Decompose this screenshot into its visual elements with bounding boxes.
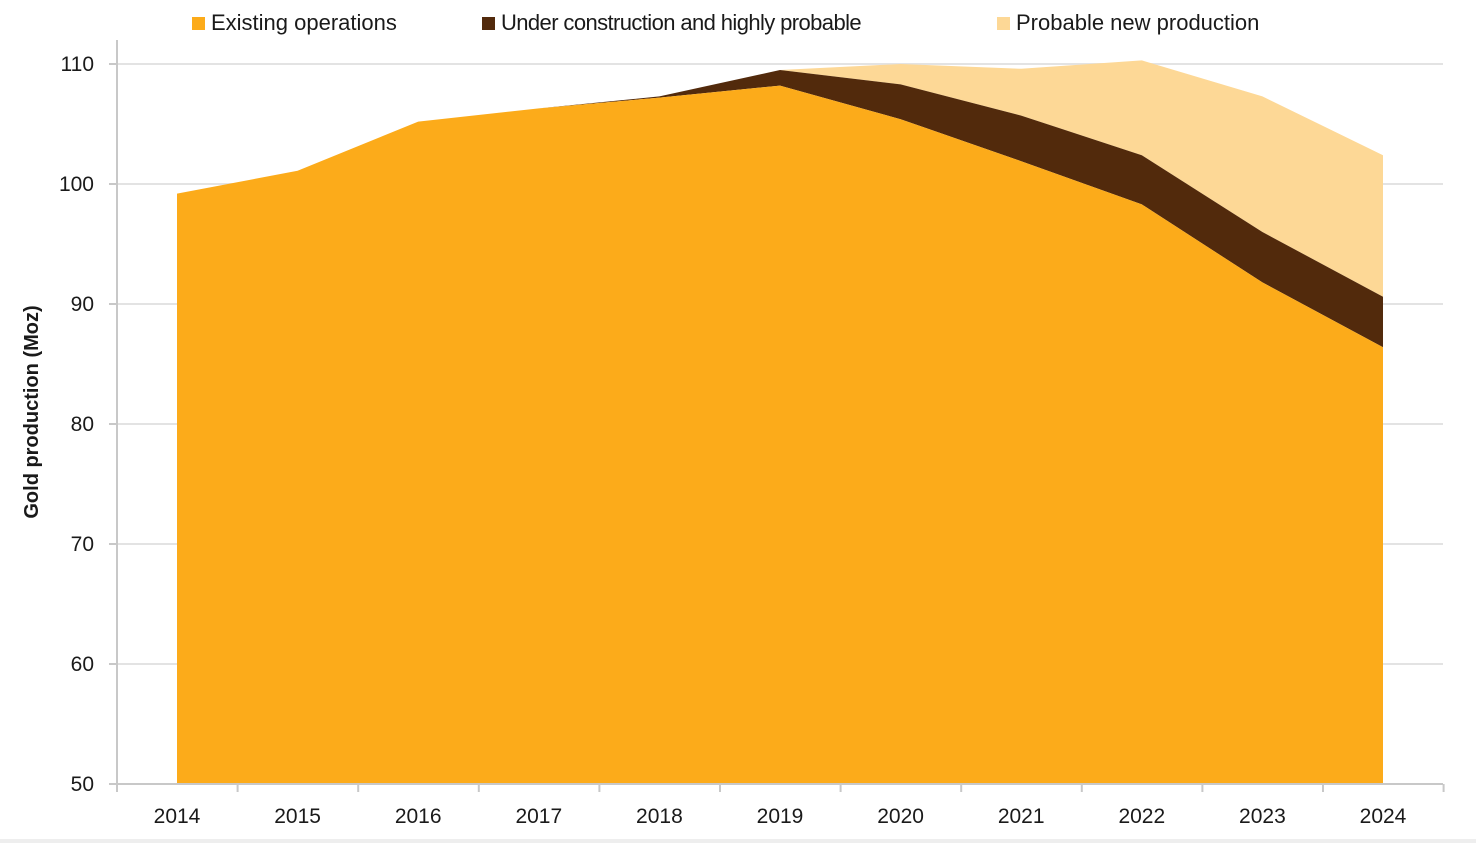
area-series-probable-new-production xyxy=(177,60,1383,297)
legend-item-existing-operations: Existing operations xyxy=(192,10,397,36)
x-tick-label: 2019 xyxy=(757,805,804,828)
x-tick-label: 2022 xyxy=(1118,805,1165,828)
x-tick-label: 2024 xyxy=(1360,805,1407,828)
x-tick-label: 2023 xyxy=(1239,805,1286,828)
area-series-existing-operations xyxy=(177,85,1383,785)
y-tick-label: 70 xyxy=(71,533,94,556)
y-tick-labels: 50 60 70 80 90 100 110 xyxy=(59,53,94,796)
legend: Existing operations Under construction a… xyxy=(0,10,1476,40)
legend-swatch-probable-new xyxy=(997,16,1010,30)
x-tick-label: 2017 xyxy=(515,805,562,828)
legend-label: Under construction and highly probable xyxy=(501,10,862,35)
legend-item-under-construction: Under construction and highly probable xyxy=(482,10,862,36)
stacked-areas xyxy=(177,60,1383,785)
legend-label: Probable new production xyxy=(1016,10,1260,35)
area-series-under-construction-and-highly-probable xyxy=(177,70,1383,348)
y-tick-label: 80 xyxy=(71,413,94,436)
axes xyxy=(116,40,1445,792)
y-axis-title: Gold production (Moz) xyxy=(21,305,43,518)
x-tick-labels: 2014 2015 2016 2017 2018 2019 2020 2021 2022 2023… xyxy=(154,805,1407,828)
x-tick-label: 2016 xyxy=(395,805,442,828)
legend-swatch-under-construction xyxy=(482,16,495,30)
x-tick-label: 2014 xyxy=(154,805,201,828)
x-tick-label: 2018 xyxy=(636,805,683,828)
bottom-border xyxy=(0,839,1476,843)
y-tick-label: 50 xyxy=(71,773,94,796)
y-tick-label: 90 xyxy=(71,293,94,316)
x-tick-label: 2020 xyxy=(877,805,924,828)
x-tick-label: 2021 xyxy=(998,805,1045,828)
legend-swatch-existing xyxy=(192,16,205,30)
y-tick-label: 100 xyxy=(59,173,94,196)
legend-label: Existing operations xyxy=(211,10,397,35)
legend-item-probable-new: Probable new production xyxy=(997,10,1259,36)
x-tick-label: 2015 xyxy=(274,805,321,828)
y-tick-label: 110 xyxy=(61,53,94,76)
y-tick-label: 60 xyxy=(71,653,94,676)
